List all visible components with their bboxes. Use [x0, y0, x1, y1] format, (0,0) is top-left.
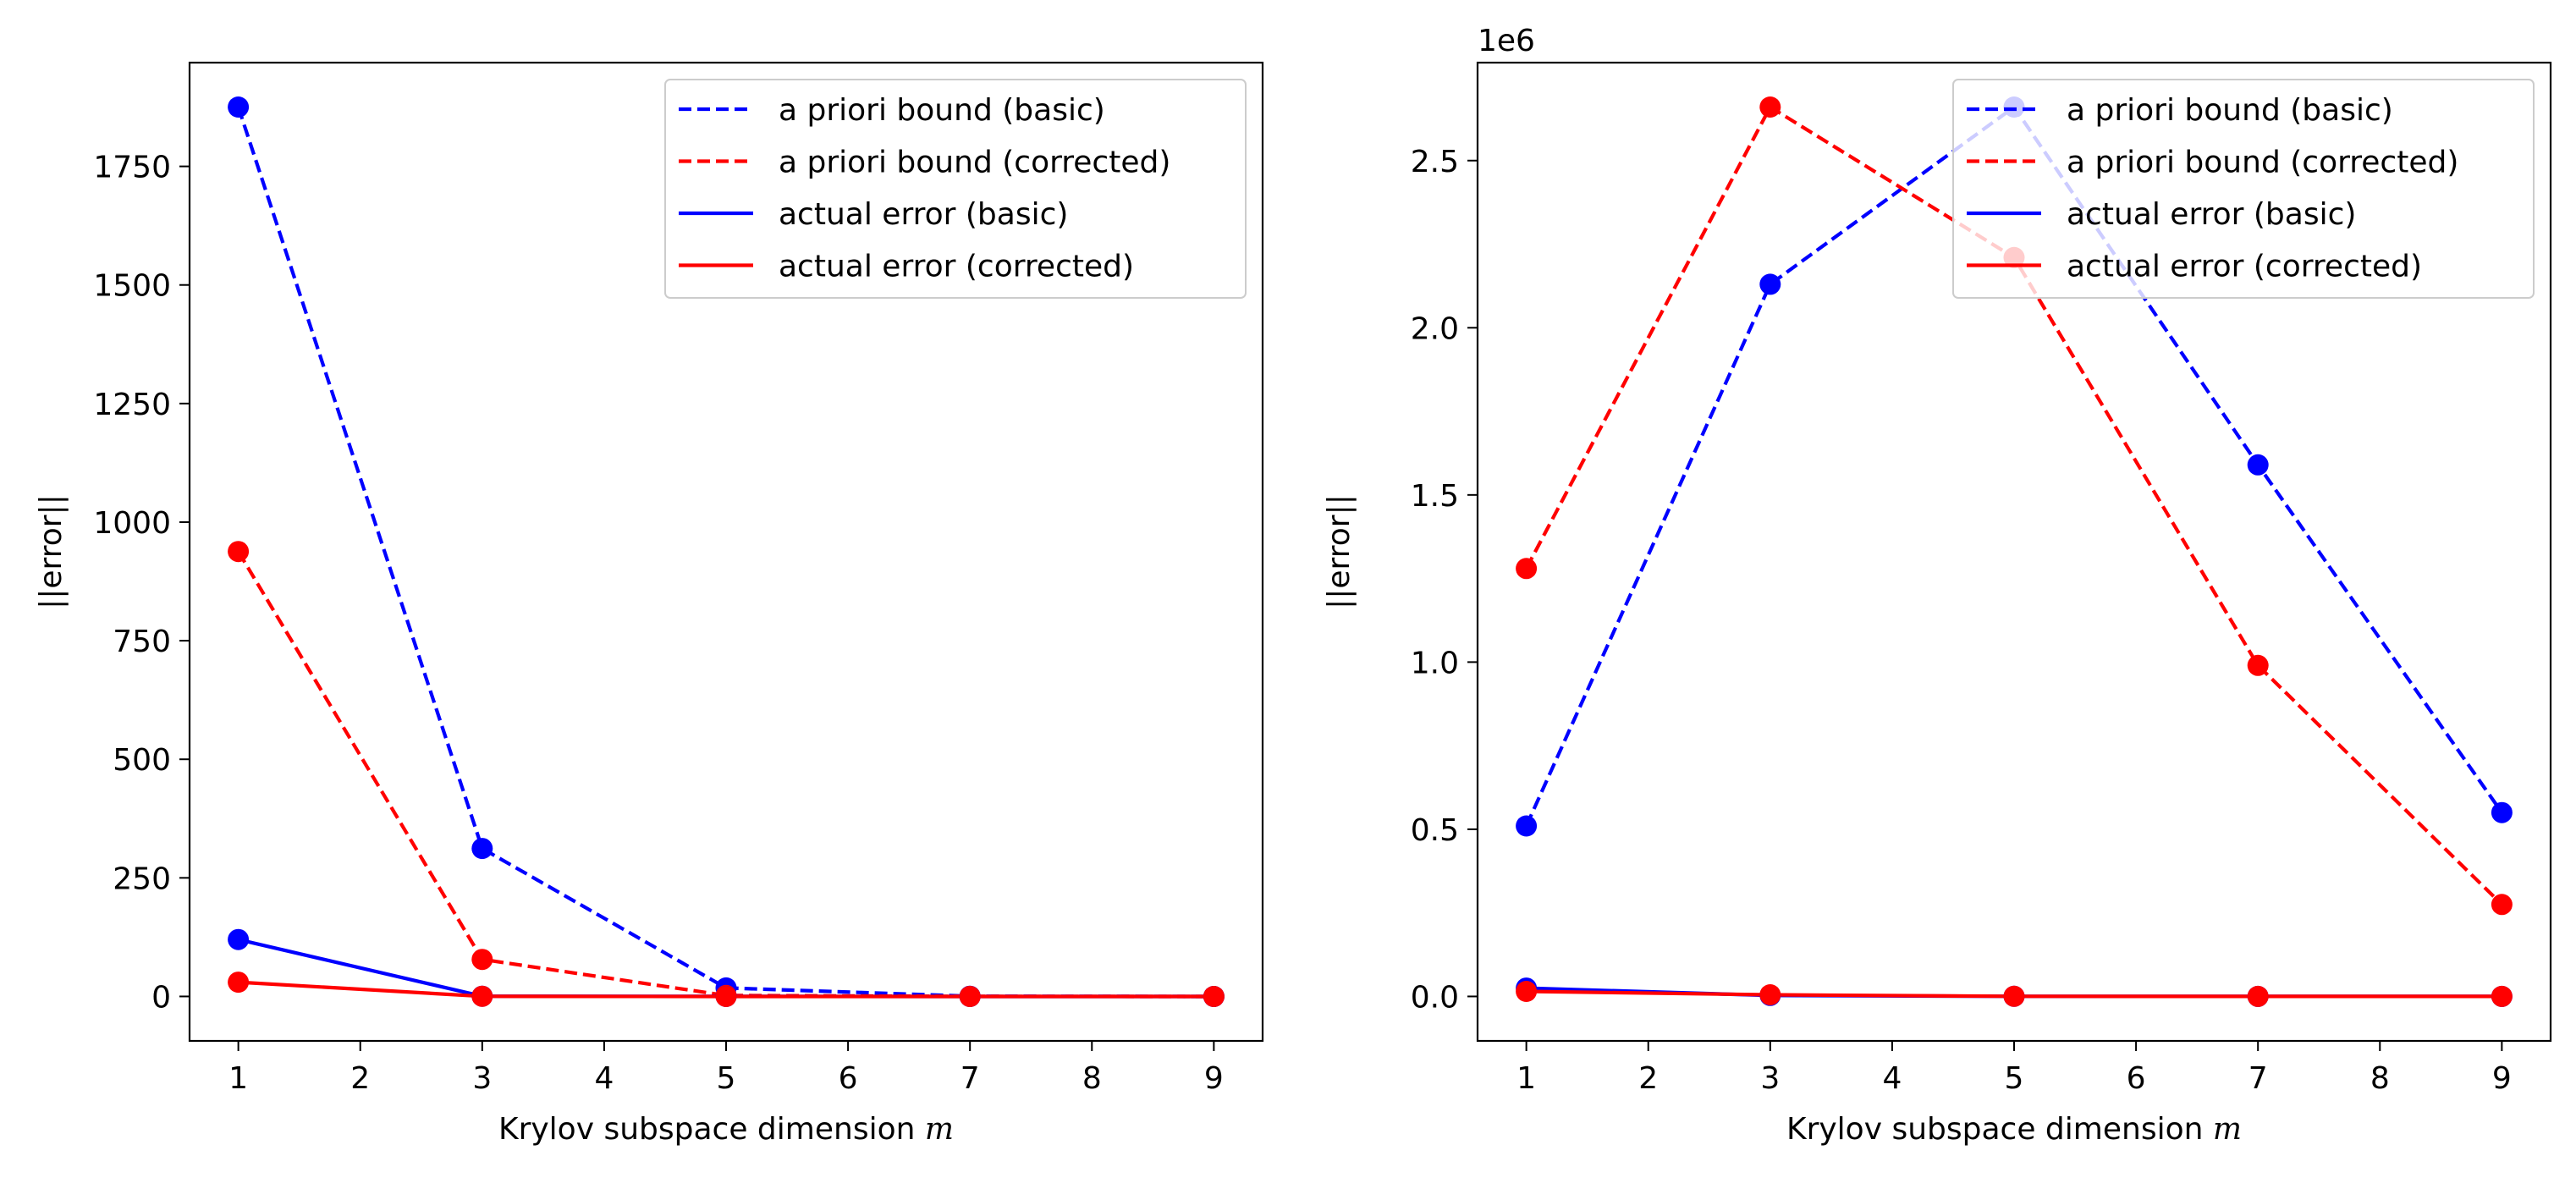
y-tick-label: 1.0 — [1411, 646, 1459, 680]
data-point-s3-3 — [2247, 985, 2269, 1007]
x-tick-label: 6 — [2127, 1061, 2146, 1096]
legend-label-3: actual error (corrected) — [2067, 250, 2422, 284]
x-tick-label: 4 — [1882, 1061, 1902, 1096]
x-tick-label: 4 — [594, 1061, 614, 1096]
data-point-s0-0 — [1516, 815, 1538, 837]
data-point-s1-0 — [1516, 558, 1538, 580]
data-point-s1-3 — [2247, 654, 2269, 676]
x-tick-label: 5 — [717, 1061, 736, 1096]
data-point-s0-3 — [2247, 454, 2269, 476]
y-tick-label: 2.5 — [1411, 145, 1459, 179]
data-point-s3-4 — [2491, 985, 2513, 1007]
x-tick-label: 9 — [1204, 1061, 1224, 1096]
y-tick-label: 500 — [113, 743, 171, 778]
data-point-s3-2 — [715, 986, 737, 1007]
x-tick-label: 7 — [960, 1061, 980, 1096]
x-tick-label: 3 — [472, 1061, 492, 1096]
legend-label-2: actual error (basic) — [2067, 197, 2356, 232]
legend-label-3: actual error (corrected) — [779, 250, 1134, 284]
legend-label-1: a priori bound (corrected) — [2067, 146, 2458, 180]
data-point-s0-4 — [2491, 801, 2513, 823]
x-tick-label: 2 — [350, 1061, 370, 1096]
data-point-s3-2 — [2003, 985, 2025, 1007]
series-line-1 — [236, 550, 1214, 999]
y-tick-label: 250 — [113, 861, 171, 896]
y-tick-label: 1250 — [93, 388, 171, 422]
x-tick-label: 1 — [228, 1061, 248, 1096]
data-point-s3-0 — [228, 972, 250, 994]
x-tick-label: 8 — [2370, 1061, 2390, 1096]
data-point-s1-4 — [2491, 894, 2513, 916]
x-tick-label: 6 — [839, 1061, 858, 1096]
y-tick-label: 0 — [151, 980, 171, 1015]
data-point-s3-1 — [471, 985, 493, 1007]
y-tick-label: 1.5 — [1411, 479, 1459, 514]
data-point-s3-3 — [959, 986, 981, 1007]
y-tick-label: 0.5 — [1411, 813, 1459, 848]
data-point-s1-0 — [228, 541, 250, 563]
y-tick-label: 1500 — [93, 269, 171, 304]
x-tick-label: 2 — [1638, 1061, 1658, 1096]
data-point-s2-0 — [228, 928, 250, 950]
y-tick-label: 750 — [113, 625, 171, 659]
data-point-s1-1 — [471, 949, 493, 971]
data-point-s0-0 — [228, 96, 250, 118]
x-tick-label: 9 — [2492, 1061, 2512, 1096]
data-point-s3-4 — [1203, 986, 1225, 1007]
legend-label-0: a priori bound (basic) — [2067, 93, 2393, 128]
y-axis-label: ||error|| — [34, 494, 69, 609]
x-tick-label: 7 — [2248, 1061, 2268, 1096]
legend-label-2: actual error (basic) — [779, 197, 1068, 232]
legend-box — [664, 79, 1247, 299]
x-tick-label: 5 — [2005, 1061, 2024, 1096]
y-tick-label: 0.0 — [1411, 980, 1459, 1015]
legend-label-0: a priori bound (basic) — [779, 93, 1105, 128]
x-axis-label: Krylov subspace dimension m — [1786, 1112, 2242, 1147]
data-point-s3-0 — [1516, 981, 1538, 1002]
x-tick-label: 3 — [1760, 1061, 1780, 1096]
data-point-s1-1 — [1759, 96, 1781, 118]
left-chart-panel: 1 2 3 4 5 6 7 8 9 0 250 500 750 1000 1250 1500 1750 Krylo… — [34, 61, 1264, 1147]
x-axis-label: Krylov subspace dimension m — [498, 1112, 954, 1147]
x-tick-label: 1 — [1516, 1061, 1536, 1096]
legend-label-1: a priori bound (corrected) — [779, 146, 1170, 180]
data-point-s3-1 — [1759, 984, 1781, 1005]
y-offset-label: 1e6 — [1478, 24, 1535, 58]
data-point-s0-1 — [471, 838, 493, 860]
y-tick-label: 1750 — [93, 151, 171, 185]
data-point-s0-1 — [1759, 273, 1781, 295]
y-tick-label: 2.0 — [1411, 311, 1459, 346]
right-chart-panel: 1 2 3 4 5 6 7 8 9 0.0 0.5 1.0 1.5 2.0 2.5 Krylov subspa… — [1322, 24, 2552, 1147]
y-axis-label: ||error|| — [1322, 494, 1357, 609]
x-tick-label: 8 — [1082, 1061, 1102, 1096]
legend-box — [1952, 79, 2535, 299]
y-tick-label: 1000 — [93, 506, 171, 541]
